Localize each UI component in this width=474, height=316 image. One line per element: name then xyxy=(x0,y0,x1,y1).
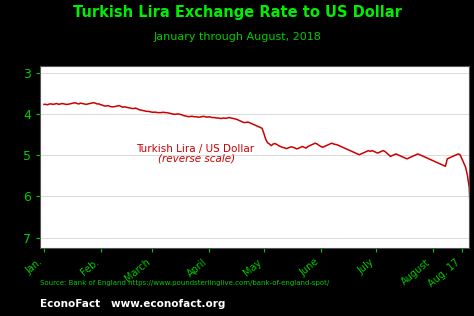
Text: EconoFact   www.econofact.org: EconoFact www.econofact.org xyxy=(40,299,226,309)
Text: Source: Bank of England https://www.poundsterlinglive.com/bank-of-england-spot/: Source: Bank of England https://www.poun… xyxy=(40,280,329,286)
Text: (reverse scale): (reverse scale) xyxy=(158,154,235,164)
Text: January through August, 2018: January through August, 2018 xyxy=(153,32,321,42)
Text: Turkish Lira / US Dollar: Turkish Lira / US Dollar xyxy=(136,143,254,154)
Text: Turkish Lira Exchange Rate to US Dollar: Turkish Lira Exchange Rate to US Dollar xyxy=(73,5,401,20)
